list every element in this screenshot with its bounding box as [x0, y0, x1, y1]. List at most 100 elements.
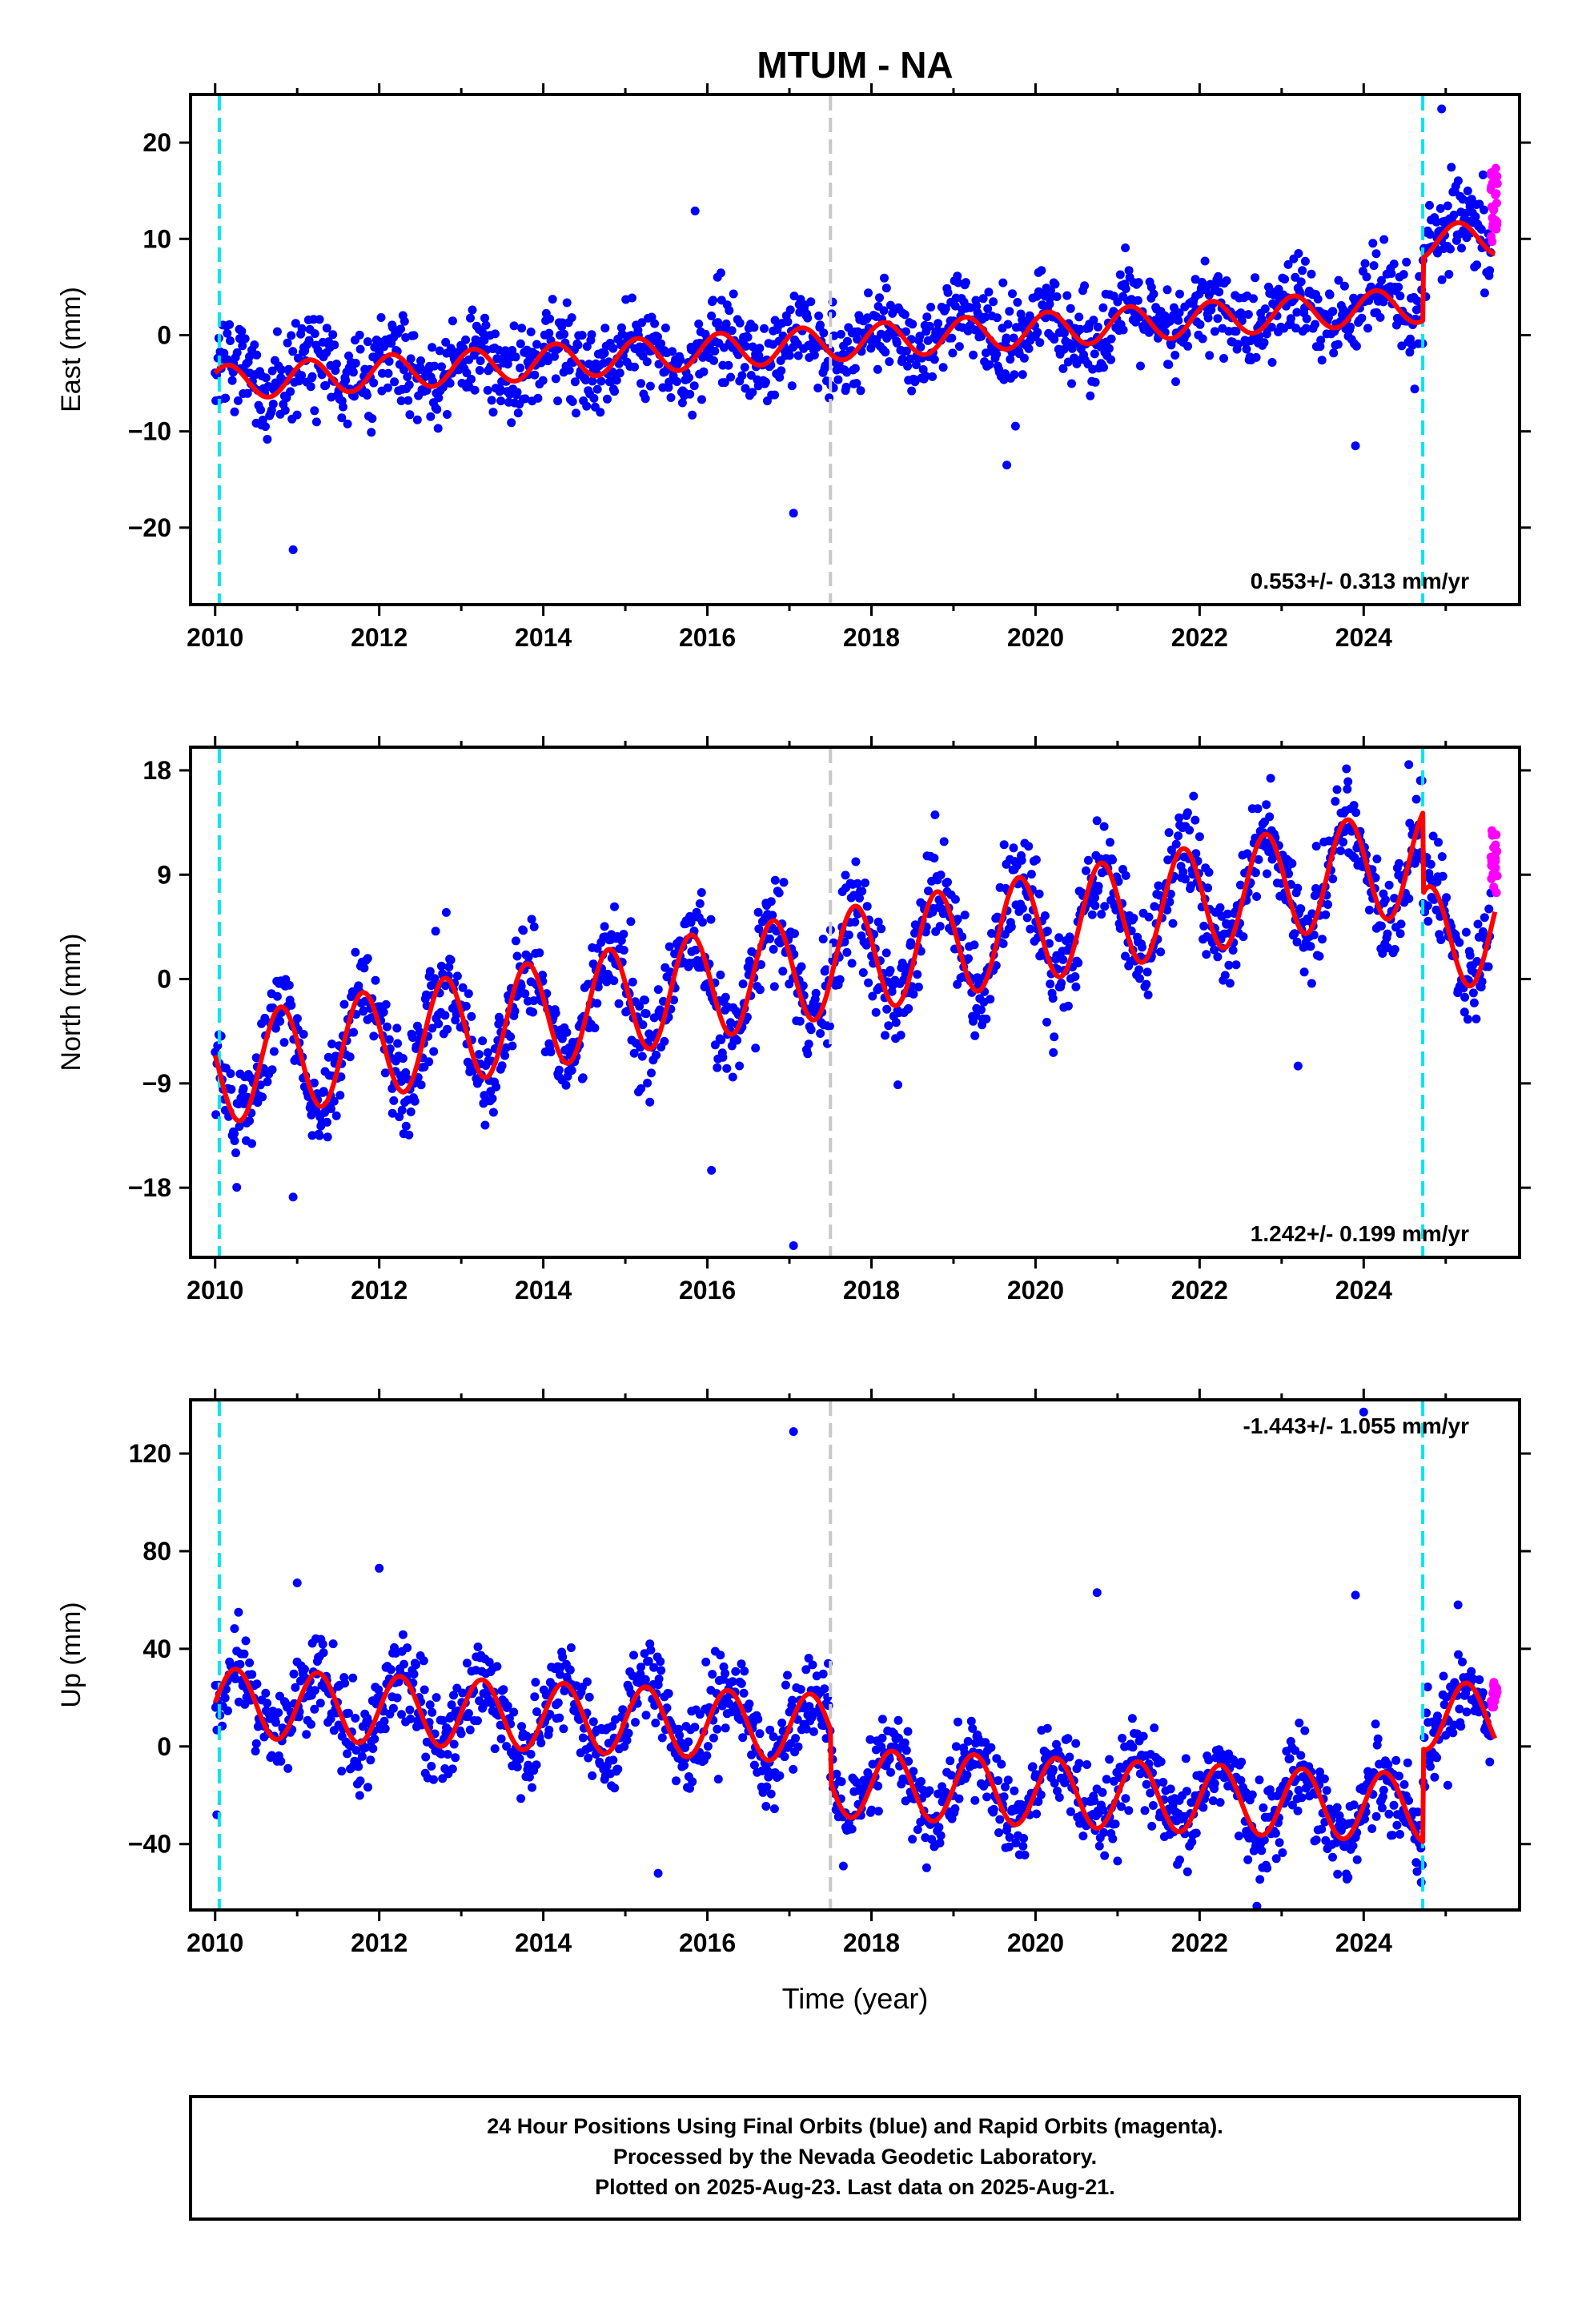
up-final-orbit-point	[449, 1739, 459, 1749]
east-final-orbit-point	[1325, 290, 1335, 300]
up-final-orbit-point	[530, 1692, 540, 1702]
up-final-orbit-point	[1065, 1752, 1074, 1762]
east-final-orbit-point	[1302, 324, 1311, 333]
east-final-orbit-point	[1328, 307, 1338, 316]
east-final-orbit-point	[1431, 217, 1441, 227]
east-final-orbit-point	[612, 376, 621, 385]
north-final-orbit-point	[982, 1014, 991, 1023]
east-final-orbit-point	[992, 313, 1002, 323]
east-final-orbit-point	[1033, 328, 1042, 337]
north-final-orbit-point	[446, 955, 456, 965]
east-final-orbit-point	[985, 360, 994, 369]
up-final-orbit-point	[1121, 1794, 1130, 1803]
north-final-orbit-point	[798, 981, 808, 991]
north-final-orbit-point	[998, 939, 1008, 948]
east-x-tick-label: 2020	[1007, 623, 1064, 652]
north-final-orbit-point	[1306, 942, 1315, 951]
east-final-orbit-point	[748, 342, 757, 352]
up-y-axis-label: Up (mm)	[56, 1602, 86, 1707]
east-final-orbit-point	[699, 367, 709, 376]
up-final-orbit-point	[1010, 1786, 1019, 1795]
north-final-orbit-point	[230, 1129, 239, 1139]
north-final-orbit-point	[885, 966, 895, 975]
up-final-orbit-point	[397, 1710, 406, 1719]
north-final-orbit-point	[816, 1029, 825, 1038]
east-final-orbit-point	[330, 340, 339, 350]
north-rapid-orbit-point	[1487, 860, 1496, 870]
east-final-orbit-point	[1317, 356, 1327, 365]
east-final-orbit-point	[668, 347, 677, 356]
north-final-orbit-point	[629, 1048, 639, 1058]
up-final-orbit-point	[731, 1667, 741, 1676]
north-final-orbit-point	[858, 968, 868, 977]
up-final-orbit-point	[464, 1709, 473, 1718]
north-final-orbit-point	[323, 1132, 332, 1142]
north-final-orbit-point	[363, 954, 372, 963]
east-final-orbit-point	[426, 412, 436, 421]
east-final-orbit-point	[272, 327, 282, 336]
east-x-tick-label: 2014	[515, 623, 572, 652]
east-final-orbit-point	[1126, 295, 1136, 304]
north-final-orbit-point	[600, 922, 609, 931]
east-final-orbit-point	[943, 287, 953, 297]
east-final-orbit-point	[716, 268, 725, 278]
up-final-orbit-point	[1278, 1848, 1287, 1857]
up-final-orbit-point	[403, 1643, 412, 1653]
east-final-orbit-point	[1136, 361, 1145, 371]
north-final-orbit-point	[1057, 979, 1066, 988]
up-final-orbit-point	[1050, 1779, 1059, 1788]
north-final-orbit-point	[1468, 988, 1478, 998]
east-final-orbit-point	[443, 410, 452, 419]
up-final-orbit-point	[492, 1662, 502, 1671]
north-final-orbit-point	[1331, 797, 1340, 806]
east-final-orbit-point	[1362, 272, 1371, 282]
north-final-orbit-point	[1142, 979, 1151, 989]
east-final-orbit-point	[1003, 320, 1013, 329]
east-outlier-point	[690, 206, 700, 215]
north-final-orbit-point	[636, 1084, 646, 1093]
up-final-orbit-point	[436, 1749, 446, 1759]
east-final-orbit-point	[961, 278, 970, 287]
east-final-orbit-point	[809, 350, 819, 360]
up-final-orbit-point	[425, 1700, 435, 1710]
up-final-orbit-point	[438, 1774, 448, 1783]
north-final-orbit-point	[323, 1117, 331, 1127]
east-final-orbit-point	[1098, 303, 1108, 312]
up-final-orbit-point	[340, 1679, 350, 1688]
up-y-tick-label: 0	[157, 1732, 171, 1761]
east-final-orbit-point	[400, 365, 408, 375]
east-final-orbit-point	[881, 283, 891, 293]
east-final-orbit-point	[437, 362, 446, 372]
east-final-orbit-point	[462, 368, 472, 378]
north-final-orbit-point	[397, 1105, 407, 1115]
north-final-orbit-point	[379, 1007, 388, 1017]
up-final-orbit-point	[664, 1689, 673, 1699]
east-final-orbit-point	[1249, 294, 1258, 304]
east-plot-frame	[189, 93, 1521, 606]
north-final-orbit-point	[1220, 971, 1230, 980]
east-final-orbit-point	[885, 357, 894, 367]
east-final-orbit-point	[1067, 379, 1076, 388]
north-final-orbit-point	[319, 1087, 328, 1096]
north-final-orbit-point	[1426, 859, 1435, 869]
north-final-orbit-point	[1477, 977, 1487, 987]
up-final-orbit-point	[1456, 1722, 1466, 1731]
east-final-orbit-point	[1485, 266, 1495, 275]
up-final-orbit-point	[1199, 1803, 1208, 1812]
east-final-orbit-point	[221, 393, 231, 403]
east-final-orbit-point	[1476, 224, 1486, 234]
north-final-orbit-point	[847, 959, 857, 968]
up-final-orbit-point	[318, 1639, 327, 1649]
north-final-orbit-point	[235, 1122, 244, 1132]
east-final-orbit-point	[908, 320, 917, 329]
up-final-orbit-point	[1349, 1800, 1359, 1810]
east-final-orbit-point	[297, 371, 307, 380]
north-final-orbit-point	[738, 979, 748, 989]
north-final-orbit-point	[1009, 843, 1018, 853]
north-final-orbit-point	[774, 888, 784, 898]
north-final-orbit-point	[1063, 1001, 1073, 1011]
east-final-orbit-point	[544, 328, 554, 338]
up-final-orbit-point	[747, 1750, 757, 1759]
up-final-orbit-point	[343, 1708, 353, 1718]
up-y-tick-label: 120	[129, 1439, 171, 1468]
